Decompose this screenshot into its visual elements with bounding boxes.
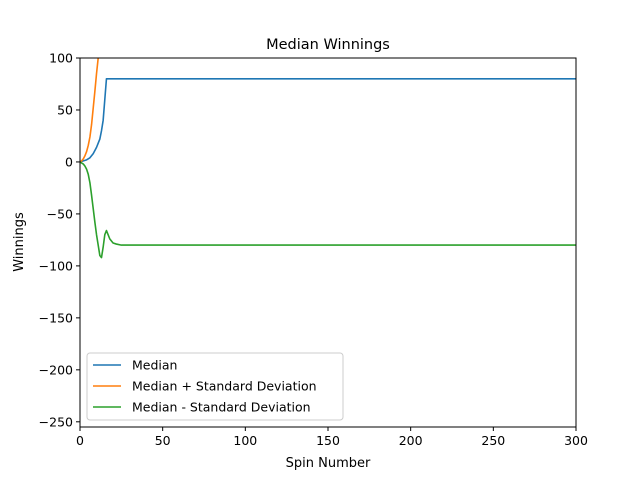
x-axis-label: Spin Number: [286, 456, 371, 471]
series-line-1: [80, 77, 576, 163]
x-tick-label: 250: [481, 433, 505, 448]
y-tick-label: −250: [39, 414, 73, 429]
y-tick-label: −100: [39, 258, 73, 273]
chart-title: Median Winnings: [266, 37, 390, 53]
y-tick-label: −200: [39, 362, 73, 377]
x-tick-label: 100: [233, 433, 257, 448]
x-axis-ticks: 0 50 100 150 200 250 300: [76, 427, 588, 448]
legend-box: [86, 352, 344, 421]
plot-lines: [80, 58, 576, 259]
legend-label: Median + Standard Deviation: [132, 379, 317, 394]
y-tick-label: 50: [57, 102, 73, 117]
series-line-2: [80, 58, 99, 163]
y-axis-ticks: 100 50 0 −50 −100 −150 −200 −250: [39, 51, 80, 429]
legend-label: Median: [132, 358, 177, 373]
y-tick-label: −50: [47, 206, 73, 221]
y-tick-label: 100: [49, 51, 73, 66]
legend: Median Median + Standard Deviation Median …: [86, 352, 344, 421]
y-tick-label: 0: [65, 154, 73, 169]
x-tick-label: 0: [76, 433, 84, 448]
y-axis-label: Winnings: [12, 212, 27, 272]
legend-label: Median - Standard Deviation: [132, 400, 311, 415]
y-tick-label: −150: [39, 310, 73, 325]
x-tick-label: 200: [399, 433, 423, 448]
series-line-3: [80, 161, 576, 259]
x-tick-label: 150: [316, 433, 340, 448]
x-tick-label: 50: [155, 433, 171, 448]
x-tick-label: 300: [564, 433, 588, 448]
